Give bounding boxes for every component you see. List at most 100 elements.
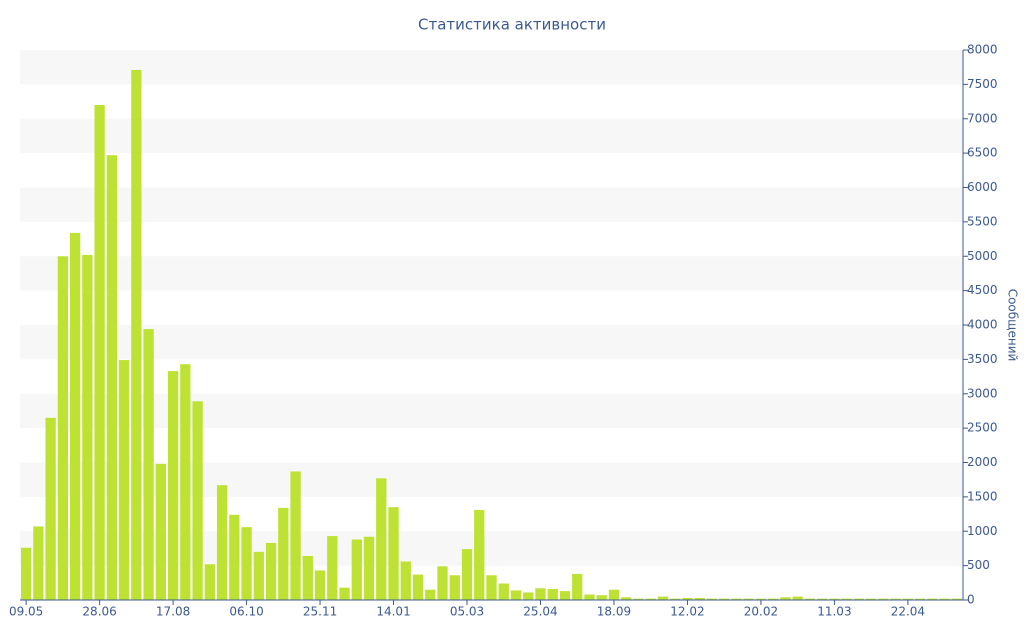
bar (890, 598, 901, 600)
bar (106, 155, 117, 600)
bar (216, 485, 228, 600)
bar (339, 587, 350, 600)
bar (45, 417, 56, 600)
y-tick-label: 5500 (967, 214, 998, 228)
y-tick-label: 4000 (967, 318, 998, 332)
bar (33, 526, 44, 600)
bar (608, 589, 620, 600)
bar (363, 536, 375, 600)
bar (167, 371, 179, 600)
y-axis-label: Сообщений (1006, 289, 1020, 362)
x-tick-label: 09.05 (9, 605, 43, 619)
bar (584, 594, 595, 600)
bar (94, 105, 105, 600)
bar (180, 364, 191, 600)
bar (559, 591, 571, 600)
x-tick-label: 12.02 (670, 605, 704, 619)
bar (57, 256, 69, 600)
bar (951, 598, 963, 600)
bar (351, 539, 362, 600)
bar (841, 598, 852, 600)
bar (20, 547, 32, 600)
bar (131, 69, 142, 600)
bar (229, 514, 240, 600)
grid-band (20, 256, 963, 291)
y-tick-label: 7500 (967, 77, 998, 91)
bar (645, 598, 656, 600)
bar (768, 598, 779, 600)
bar (155, 463, 166, 600)
x-tick-label: 25.04 (523, 605, 557, 619)
bar (939, 598, 950, 600)
bar (682, 597, 693, 600)
bar (69, 232, 81, 600)
grid-band (20, 325, 963, 360)
bar (927, 598, 938, 600)
bar (914, 598, 926, 600)
y-tick-label: 6000 (967, 180, 998, 194)
bar (755, 598, 767, 600)
y-tick-label: 2000 (967, 455, 998, 469)
bar (143, 329, 154, 600)
bar (461, 549, 473, 600)
bar (523, 592, 534, 600)
y-tick-label: 3500 (967, 352, 998, 366)
bar (376, 478, 387, 600)
y-tick-label: 1000 (967, 524, 998, 538)
bar (902, 598, 914, 600)
grid-band (20, 118, 963, 154)
bar (290, 471, 301, 600)
y-tick-label: 2500 (967, 421, 998, 435)
bar (633, 598, 644, 600)
bar (596, 595, 607, 600)
bar (241, 527, 252, 600)
y-tick-label: 0 (967, 593, 975, 607)
bar (817, 598, 828, 600)
bar (657, 596, 669, 600)
bar (572, 573, 583, 600)
bar (278, 507, 289, 600)
grid-band (20, 187, 963, 222)
y-tick-label: 7000 (967, 111, 998, 125)
bar (719, 598, 730, 600)
bar (510, 590, 522, 600)
x-tick-label: 18.09 (597, 605, 631, 619)
x-tick-label: 14.01 (376, 605, 410, 619)
bar (804, 598, 816, 600)
bar (829, 598, 840, 600)
y-tick-label: 500 (967, 558, 990, 572)
bar (621, 597, 632, 600)
x-tick-label: 11.03 (817, 605, 851, 619)
bar (253, 551, 264, 600)
bar (792, 596, 803, 600)
bar (327, 536, 338, 600)
x-tick-label: 22.04 (891, 605, 925, 619)
bar (694, 597, 705, 600)
bar (878, 598, 889, 600)
y-tick-label: 6500 (967, 146, 998, 160)
bar (192, 401, 203, 600)
bar (547, 589, 558, 600)
y-tick-label: 1500 (967, 489, 998, 503)
y-tick-label: 5000 (967, 249, 998, 263)
bar (780, 597, 791, 600)
bar (486, 575, 497, 600)
bar (314, 570, 326, 600)
bar (425, 589, 436, 600)
y-tick-label: 8000 (967, 43, 998, 57)
x-tick-label: 28.06 (82, 605, 116, 619)
bar (388, 507, 399, 600)
bar (118, 360, 130, 600)
bar (265, 542, 277, 600)
bar (437, 566, 448, 600)
bar (535, 588, 546, 600)
bar (302, 556, 313, 600)
bar (866, 598, 877, 600)
bar (400, 561, 411, 600)
chart-title: Статистика активности (418, 16, 606, 34)
bar (743, 598, 754, 600)
bar (82, 254, 93, 600)
bar (474, 509, 485, 600)
y-tick-label: 3000 (967, 386, 998, 400)
